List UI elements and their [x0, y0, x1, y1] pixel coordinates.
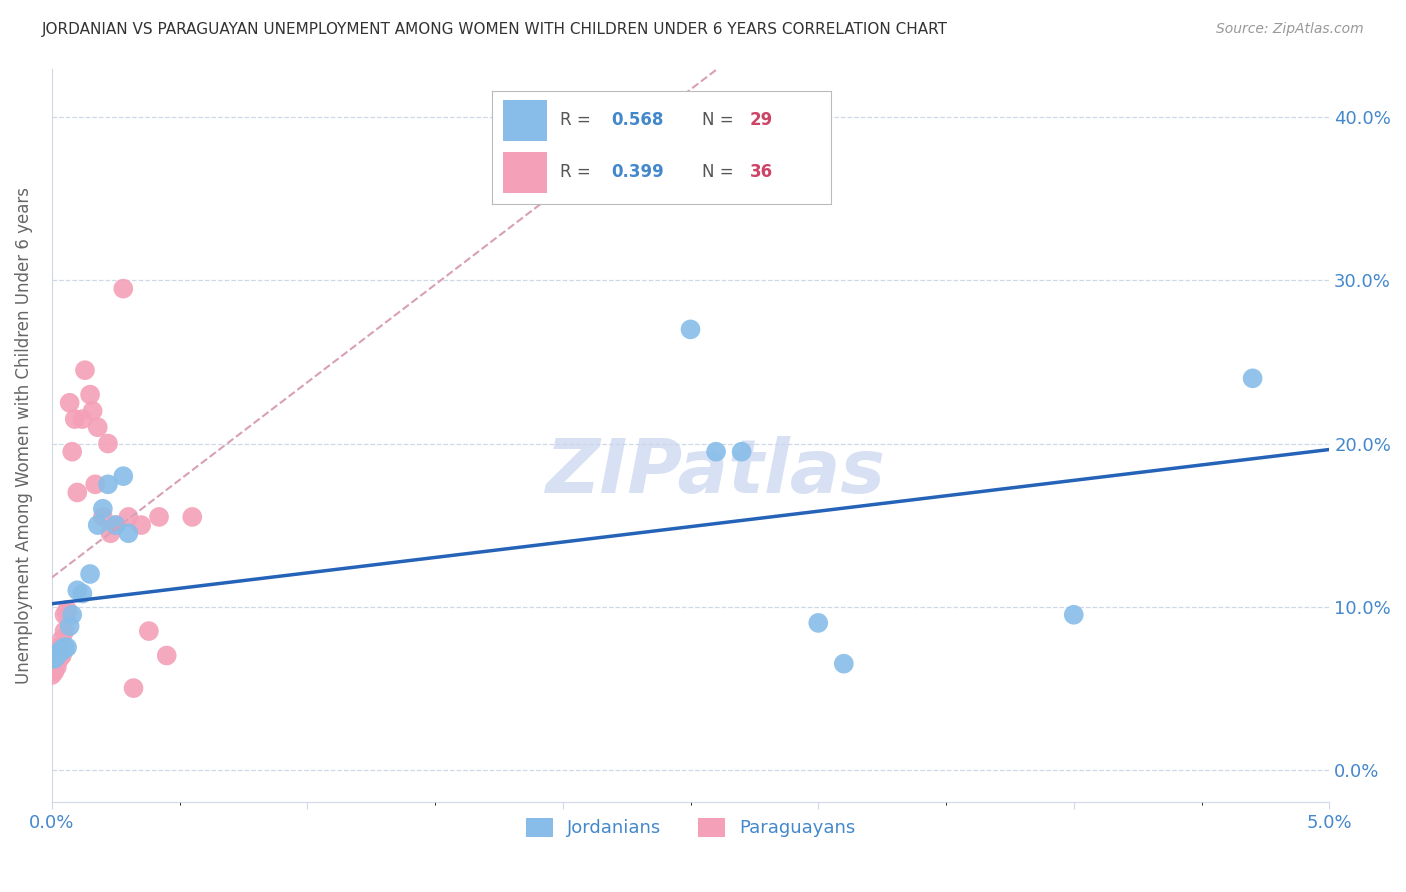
Point	[44, 652, 66, 666]
Point	[53, 607, 76, 622]
Point	[45, 648, 67, 663]
Point	[56, 603, 79, 617]
Point	[63, 412, 86, 426]
Point	[97, 477, 120, 491]
Point	[1241, 371, 1264, 385]
Point	[56, 640, 79, 655]
Point	[53, 640, 76, 655]
Point	[82, 404, 104, 418]
Point	[59, 619, 82, 633]
Point	[73, 363, 96, 377]
Point	[148, 510, 170, 524]
Point	[91, 501, 114, 516]
Point	[91, 510, 114, 524]
Point	[79, 566, 101, 581]
Point	[59, 396, 82, 410]
Point	[48, 652, 70, 666]
Point	[44, 665, 66, 679]
Point	[72, 412, 94, 426]
Point	[45, 652, 67, 666]
Point	[72, 586, 94, 600]
Point	[41, 652, 63, 666]
Point	[156, 648, 179, 663]
Point	[60, 607, 83, 622]
Point	[41, 652, 63, 666]
Point	[112, 469, 135, 483]
Point	[44, 657, 66, 671]
Text: Source: ZipAtlas.com: Source: ZipAtlas.com	[1216, 22, 1364, 37]
Point	[51, 642, 73, 657]
Text: ZIPatlas: ZIPatlas	[546, 435, 886, 508]
Legend: Jordanians, Paraguayans: Jordanians, Paraguayans	[519, 811, 862, 845]
Point	[41, 668, 63, 682]
Point	[51, 643, 73, 657]
Point	[104, 518, 127, 533]
Point	[87, 420, 110, 434]
Point	[84, 477, 107, 491]
Point	[87, 518, 110, 533]
Point	[138, 624, 160, 638]
Y-axis label: Unemployment Among Women with Children Under 6 years: Unemployment Among Women with Children U…	[15, 187, 32, 684]
Point	[51, 648, 73, 663]
Point	[48, 645, 70, 659]
Point	[100, 526, 122, 541]
Point	[104, 518, 127, 533]
Point	[79, 387, 101, 401]
Point	[704, 444, 727, 458]
Point	[832, 657, 855, 671]
Point	[56, 606, 79, 620]
Point	[45, 648, 67, 663]
Point	[117, 526, 139, 541]
Point	[97, 436, 120, 450]
Point	[112, 282, 135, 296]
Point	[122, 681, 145, 695]
Point	[730, 444, 752, 458]
Point	[51, 632, 73, 647]
Point	[66, 583, 89, 598]
Point	[117, 510, 139, 524]
Point	[45, 660, 67, 674]
Point	[807, 615, 830, 630]
Point	[129, 518, 152, 533]
Point	[53, 642, 76, 657]
Point	[181, 510, 204, 524]
Point	[48, 645, 70, 659]
Point	[1063, 607, 1085, 622]
Text: JORDANIAN VS PARAGUAYAN UNEMPLOYMENT AMONG WOMEN WITH CHILDREN UNDER 6 YEARS COR: JORDANIAN VS PARAGUAYAN UNEMPLOYMENT AMO…	[42, 22, 948, 37]
Point	[53, 624, 76, 638]
Point	[66, 485, 89, 500]
Point	[679, 322, 702, 336]
Point	[60, 444, 83, 458]
Point	[48, 640, 70, 655]
